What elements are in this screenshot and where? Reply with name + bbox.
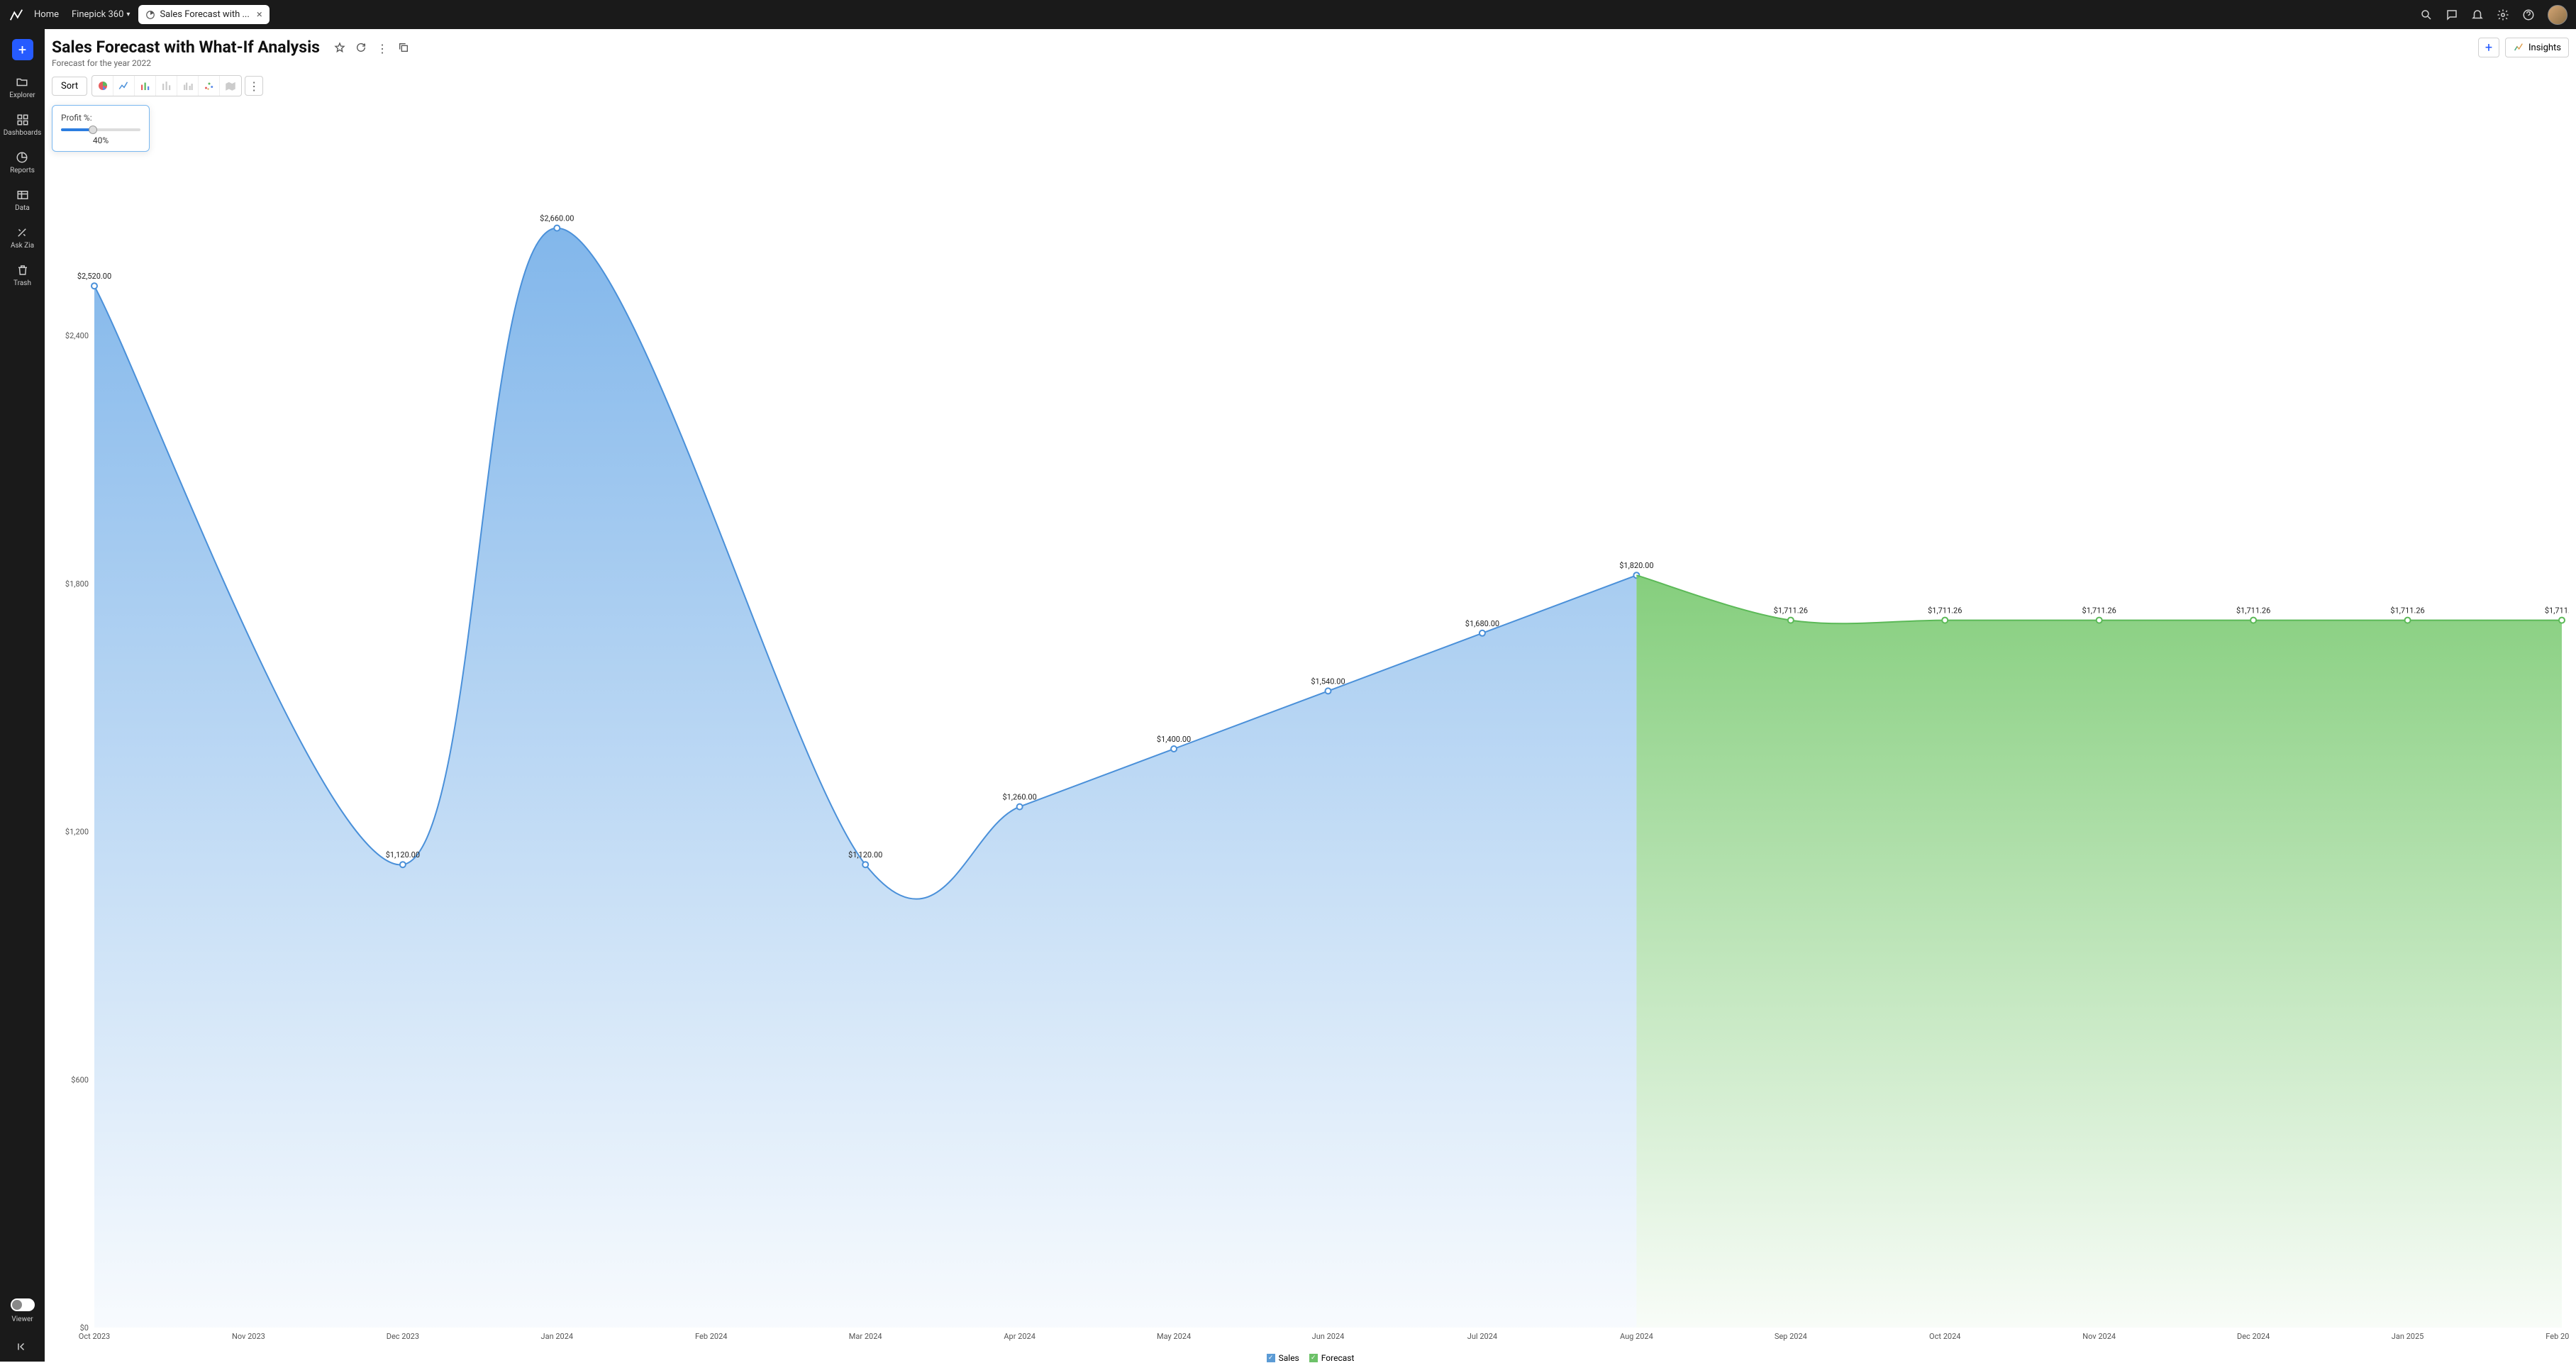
- avatar[interactable]: [2548, 5, 2567, 25]
- svg-text:$1,260.00: $1,260.00: [1002, 793, 1036, 802]
- svg-text:Nov 2023: Nov 2023: [232, 1332, 265, 1341]
- active-tab[interactable]: Sales Forecast with ... ×: [138, 5, 269, 24]
- sidebar-item-reports[interactable]: Reports: [10, 151, 35, 174]
- grid-icon: [16, 113, 29, 126]
- sidebar-item-data[interactable]: Data: [15, 189, 30, 212]
- svg-text:Jul 2024: Jul 2024: [1467, 1332, 1497, 1341]
- svg-text:$1,711.26: $1,711.26: [2390, 606, 2424, 616]
- svg-text:Feb 2025: Feb 2025: [2546, 1332, 2569, 1341]
- gear-icon[interactable]: [2497, 9, 2509, 21]
- add-chart-button[interactable]: +: [2478, 38, 2499, 57]
- svg-text:$1,400.00: $1,400.00: [1157, 735, 1191, 744]
- svg-text:Jan 2024: Jan 2024: [541, 1332, 574, 1341]
- sidebar: + Explorer Dashboards Reports Data Ask Z…: [0, 29, 45, 1362]
- add-button[interactable]: +: [12, 39, 33, 60]
- home-link[interactable]: Home: [34, 9, 59, 20]
- chart-type-bar-grey1[interactable]: [156, 76, 177, 96]
- star-icon[interactable]: [334, 42, 345, 53]
- report-icon: [145, 10, 155, 20]
- chart-type-line[interactable]: [113, 76, 135, 96]
- pie-icon: [16, 151, 28, 164]
- folder-icon: [16, 76, 28, 89]
- trash-icon: [16, 264, 29, 277]
- workspace-selector[interactable]: Finepick 360 ▾: [72, 9, 130, 20]
- forecast-chart: $0$600$1,200$1,800$2,400Oct 2023Nov 2023…: [52, 155, 2569, 1350]
- svg-text:$1,711.26: $1,711.26: [2236, 606, 2270, 616]
- search-icon[interactable]: [2420, 9, 2433, 21]
- toolbar-more-icon[interactable]: ⋮: [245, 76, 263, 96]
- svg-text:$1,711.26: $1,711.26: [2545, 606, 2569, 616]
- svg-text:$1,120.00: $1,120.00: [386, 850, 420, 859]
- copy-icon[interactable]: [398, 42, 409, 53]
- workspace-name: Finepick 360: [72, 9, 123, 20]
- chevron-down-icon: ▾: [126, 11, 130, 18]
- svg-text:$600: $600: [71, 1075, 89, 1084]
- main-content: Sales Forecast with What-If Analysis ⋮ F…: [45, 29, 2576, 1362]
- sidebar-item-askzia[interactable]: Ask Zia: [11, 226, 34, 250]
- svg-text:May 2024: May 2024: [1157, 1332, 1191, 1341]
- chart-type-bar[interactable]: [135, 76, 156, 96]
- insights-button[interactable]: Insights: [2505, 38, 2569, 57]
- svg-text:$1,711.26: $1,711.26: [1774, 606, 1808, 616]
- bell-icon[interactable]: [2471, 9, 2484, 21]
- whatif-slider-card: Profit %: 40%: [52, 105, 150, 152]
- svg-text:$1,120.00: $1,120.00: [848, 850, 882, 859]
- svg-text:Jun 2024: Jun 2024: [1312, 1332, 1345, 1341]
- svg-text:$1,820.00: $1,820.00: [1619, 561, 1653, 570]
- help-icon[interactable]: [2522, 9, 2535, 21]
- svg-text:Mar 2024: Mar 2024: [849, 1332, 882, 1341]
- svg-text:$2,400: $2,400: [65, 331, 89, 340]
- chart-type-bar-grey2[interactable]: [177, 76, 199, 96]
- refresh-icon[interactable]: [355, 42, 367, 53]
- svg-text:$1,711.26: $1,711.26: [2082, 606, 2116, 616]
- chart-legend: ✓ Sales ✓ Forecast: [52, 1350, 2569, 1363]
- svg-text:$1,800: $1,800: [65, 579, 89, 589]
- close-icon[interactable]: ×: [257, 9, 262, 20]
- slider-thumb[interactable]: [89, 126, 97, 134]
- legend-color-forecast: ✓: [1309, 1354, 1318, 1362]
- svg-text:$2,520.00: $2,520.00: [77, 272, 111, 281]
- sparkle-icon: [16, 226, 28, 239]
- svg-text:Dec 2024: Dec 2024: [2237, 1332, 2270, 1341]
- insights-icon: [2513, 42, 2524, 53]
- role-toggle[interactable]: [11, 1298, 35, 1311]
- more-icon[interactable]: ⋮: [377, 42, 388, 53]
- topbar: Home Finepick 360 ▾ Sales Forecast with …: [0, 0, 2576, 29]
- chart-type-map[interactable]: [220, 76, 241, 96]
- chart-area: $0$600$1,200$1,800$2,400Oct 2023Nov 2023…: [52, 155, 2569, 1350]
- profit-slider[interactable]: [61, 128, 140, 131]
- svg-text:Nov 2024: Nov 2024: [2082, 1332, 2116, 1341]
- app-logo-icon: [9, 7, 24, 23]
- svg-text:$1,200: $1,200: [65, 828, 89, 837]
- svg-text:$1,680.00: $1,680.00: [1465, 619, 1499, 628]
- sidebar-item-explorer[interactable]: Explorer: [9, 76, 35, 99]
- chart-toolbar: Sort ⋮: [52, 75, 2569, 96]
- sidebar-item-trash[interactable]: Trash: [13, 264, 31, 287]
- svg-text:Jan 2025: Jan 2025: [2392, 1332, 2424, 1341]
- slider-value: 40%: [61, 135, 140, 145]
- tab-label: Sales Forecast with ...: [160, 9, 249, 20]
- svg-text:Oct 2024: Oct 2024: [1929, 1332, 1960, 1341]
- svg-text:Dec 2023: Dec 2023: [387, 1332, 419, 1341]
- slider-label: Profit %:: [61, 113, 140, 123]
- chart-type-scatter[interactable]: [199, 76, 220, 96]
- comment-icon[interactable]: [2445, 9, 2458, 21]
- page-subtitle: Forecast for the year 2022: [52, 58, 409, 68]
- svg-text:Aug 2024: Aug 2024: [1620, 1332, 1653, 1341]
- page-title: Sales Forecast with What-If Analysis: [52, 38, 320, 57]
- svg-text:Apr 2024: Apr 2024: [1004, 1332, 1036, 1341]
- collapse-sidebar-icon[interactable]: [16, 1340, 29, 1353]
- svg-text:$1,711.26: $1,711.26: [1928, 606, 1962, 616]
- legend-color-sales: ✓: [1267, 1354, 1275, 1362]
- chart-type-pie[interactable]: [92, 76, 113, 96]
- svg-text:$1,540.00: $1,540.00: [1311, 677, 1345, 686]
- table-icon: [16, 189, 29, 201]
- svg-text:Sep 2024: Sep 2024: [1775, 1332, 1807, 1341]
- svg-text:Feb 2024: Feb 2024: [695, 1332, 727, 1341]
- sort-button[interactable]: Sort: [52, 77, 87, 96]
- svg-text:Oct 2023: Oct 2023: [79, 1332, 110, 1341]
- role-label: Viewer: [11, 1315, 33, 1323]
- svg-text:$2,660.00: $2,660.00: [540, 214, 574, 223]
- sidebar-item-dashboards[interactable]: Dashboards: [4, 113, 42, 137]
